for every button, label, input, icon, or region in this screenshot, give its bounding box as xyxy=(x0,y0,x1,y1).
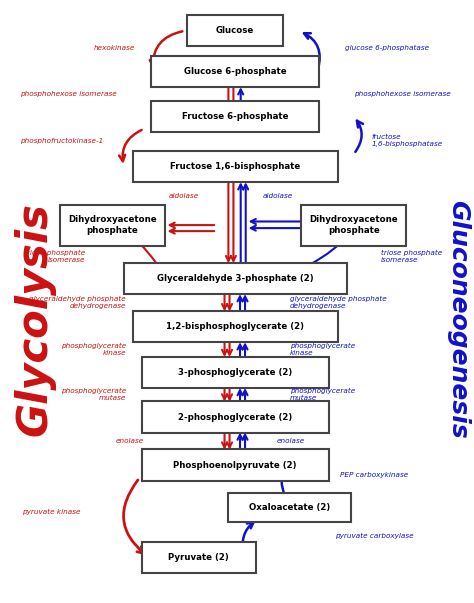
Text: pyruvate carboxylase: pyruvate carboxylase xyxy=(336,533,414,539)
Text: aldolase: aldolase xyxy=(263,192,293,198)
FancyBboxPatch shape xyxy=(228,493,351,522)
Text: fructose
1,6-bisphosphatase: fructose 1,6-bisphosphatase xyxy=(372,134,443,148)
Text: Fructose 6-phosphate: Fructose 6-phosphate xyxy=(182,112,289,121)
Text: triose phosphate
isomerase: triose phosphate isomerase xyxy=(381,250,442,263)
FancyBboxPatch shape xyxy=(60,204,164,245)
Text: aldolase: aldolase xyxy=(169,192,199,198)
FancyBboxPatch shape xyxy=(142,402,328,432)
Text: glyceraldehyde phosphate
dehydrogenase: glyceraldehyde phosphate dehydrogenase xyxy=(290,295,387,309)
Text: triose phosphate
isomerase: triose phosphate isomerase xyxy=(24,250,85,263)
Text: Dihydroxyacetone
phosphate: Dihydroxyacetone phosphate xyxy=(310,215,398,235)
Text: phosphohexose isomerase: phosphohexose isomerase xyxy=(354,91,450,97)
Text: Fructose 1,6-bisphosphate: Fructose 1,6-bisphosphate xyxy=(170,162,301,171)
Text: Oxaloacetate (2): Oxaloacetate (2) xyxy=(249,503,330,512)
Text: glyceraldehyde phosphate
dehydrogenase: glyceraldehyde phosphate dehydrogenase xyxy=(29,295,126,309)
FancyBboxPatch shape xyxy=(133,151,337,182)
Text: enolase: enolase xyxy=(276,438,304,444)
Text: phosphofructokinase-1: phosphofructokinase-1 xyxy=(20,138,103,144)
Text: Pyruvate (2): Pyruvate (2) xyxy=(168,553,229,561)
Text: 2-phosphoglycerate (2): 2-phosphoglycerate (2) xyxy=(178,412,292,421)
Text: PEP carboxykinase: PEP carboxykinase xyxy=(340,472,408,478)
FancyBboxPatch shape xyxy=(124,263,347,294)
FancyBboxPatch shape xyxy=(151,101,319,132)
Text: enolase: enolase xyxy=(116,438,144,444)
Text: pyruvate kinase: pyruvate kinase xyxy=(22,509,81,515)
Text: phosphoglycerate
kinase: phosphoglycerate kinase xyxy=(290,343,355,356)
Text: Dihydroxyacetone
phosphate: Dihydroxyacetone phosphate xyxy=(68,215,156,235)
FancyBboxPatch shape xyxy=(142,449,328,481)
Text: Glucose: Glucose xyxy=(216,27,255,35)
FancyBboxPatch shape xyxy=(142,357,328,388)
Text: phosphoglycerate
kinase: phosphoglycerate kinase xyxy=(61,343,126,356)
Text: Gluconeogenesis: Gluconeogenesis xyxy=(447,200,470,439)
Text: Glycolysis: Glycolysis xyxy=(14,203,56,437)
Text: phosphoglycerate
mutase: phosphoglycerate mutase xyxy=(290,388,355,401)
FancyBboxPatch shape xyxy=(301,204,406,245)
Text: Phosphoenolpyruvate (2): Phosphoenolpyruvate (2) xyxy=(173,461,297,470)
Text: Glyceraldehyde 3-phosphate (2): Glyceraldehyde 3-phosphate (2) xyxy=(157,274,313,283)
Text: Glucose 6-phosphate: Glucose 6-phosphate xyxy=(184,67,287,76)
FancyBboxPatch shape xyxy=(142,541,256,573)
FancyBboxPatch shape xyxy=(187,15,283,46)
Text: phosphohexose isomerase: phosphohexose isomerase xyxy=(20,91,117,97)
Text: hexokinase: hexokinase xyxy=(94,45,135,51)
Text: phosphoglycerate
mutase: phosphoglycerate mutase xyxy=(61,388,126,401)
Text: 3-phosphoglycerate (2): 3-phosphoglycerate (2) xyxy=(178,368,292,377)
Text: glucose 6-phosphatase: glucose 6-phosphatase xyxy=(345,45,428,51)
FancyBboxPatch shape xyxy=(151,56,319,87)
Text: 1,2-bisphosphoglycerate (2): 1,2-bisphosphoglycerate (2) xyxy=(166,322,304,331)
FancyBboxPatch shape xyxy=(133,311,337,343)
